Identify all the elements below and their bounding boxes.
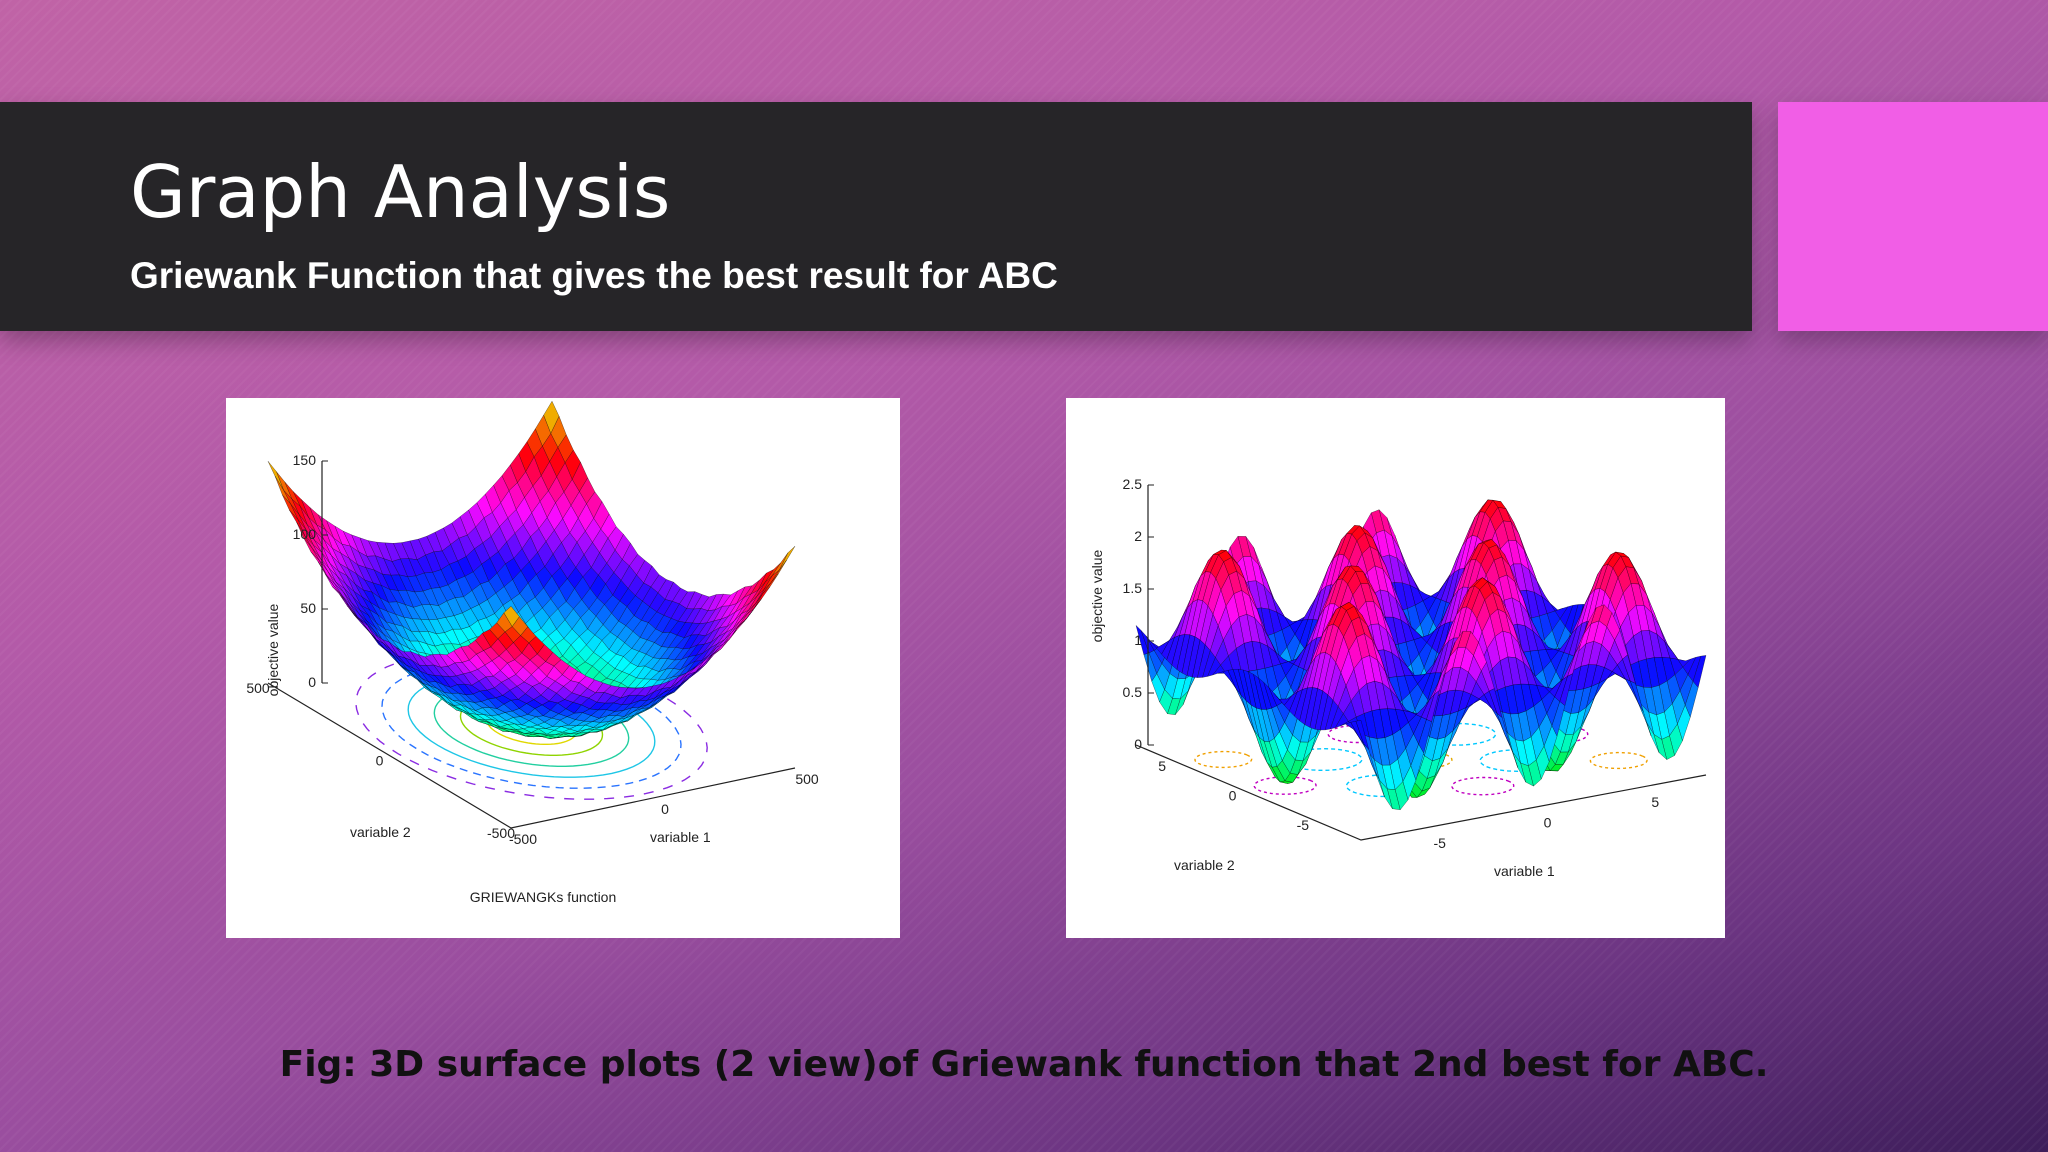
z-tick-label: 0 (1134, 736, 1142, 752)
y-tick-label: 0 (1229, 788, 1237, 804)
z-tick-label: 1 (1134, 632, 1142, 648)
surface-patch (1355, 720, 1370, 750)
chart-title: GRIEWANGKs function (470, 889, 617, 905)
x-axis-label: variable 1 (650, 829, 711, 845)
z-tick-label: 0 (308, 674, 316, 690)
accent-block (1778, 102, 2048, 331)
x-tick-label: 0 (1544, 815, 1552, 831)
z-tick-label: 50 (300, 600, 316, 616)
contour-line (1283, 747, 1363, 771)
y-tick-label: -500 (487, 825, 515, 841)
y-tick-label: -5 (1297, 817, 1310, 833)
z-tick-label: 1.5 (1123, 580, 1143, 596)
contour-line (1253, 776, 1317, 795)
contour-line (1451, 776, 1515, 796)
base-axes (1135, 744, 1707, 841)
title-bar (0, 102, 1752, 331)
y-tick-label: 500 (246, 680, 270, 696)
y-tick-label: 0 (376, 753, 384, 769)
z-axis-label: objective value (1089, 549, 1105, 642)
z-tick-label: 100 (293, 526, 317, 542)
slide-subtitle: Griewank Function that gives the best re… (130, 255, 1058, 296)
contour-line (1589, 751, 1648, 770)
contour-line (355, 651, 708, 800)
x-tick-label: 500 (795, 771, 819, 787)
y-axis-label: variable 2 (1174, 857, 1235, 873)
figure-caption: Fig: 3D surface plots (2 view)of Griewan… (279, 1044, 1769, 1085)
x-tick-label: -500 (509, 831, 537, 847)
x-tick-label: 0 (661, 801, 669, 817)
base-axes (267, 682, 796, 829)
z-tick-label: 150 (293, 452, 317, 468)
z-tick-label: 0.5 (1123, 684, 1143, 700)
x-tick-label: 5 (1651, 794, 1659, 810)
surface-patch (267, 461, 284, 491)
z-axis-label: objective value (265, 603, 281, 696)
z-tick-label: 2 (1134, 528, 1142, 544)
contour-line (1194, 750, 1253, 769)
y-axis-label: variable 2 (350, 824, 411, 840)
wavy-surface-plot: 00.511.522.5-505-505 objective value var… (1089, 476, 1707, 879)
slide-title: Graph Analysis (130, 150, 671, 234)
surface-patch (503, 605, 520, 627)
x-axis-label: variable 1 (1494, 863, 1555, 879)
chart-panel-egg: 0 0.5 1 1.5 2 2.5 -5 0 5 -5 0 5 objective value var… (1066, 398, 1725, 938)
bowl-surface-plot: 0 50 100 150 -500 0 500 -500 0 500 objective valu… (246, 400, 819, 905)
z-tick-label: 2.5 (1123, 476, 1143, 492)
chart-panel-bowl: 0 50 100 150 -500 0 500 -500 0 500 objective valu… (226, 398, 900, 938)
y-tick-label: 5 (1158, 758, 1166, 774)
x-tick-label: -5 (1433, 835, 1446, 851)
surface-patch (772, 552, 789, 576)
